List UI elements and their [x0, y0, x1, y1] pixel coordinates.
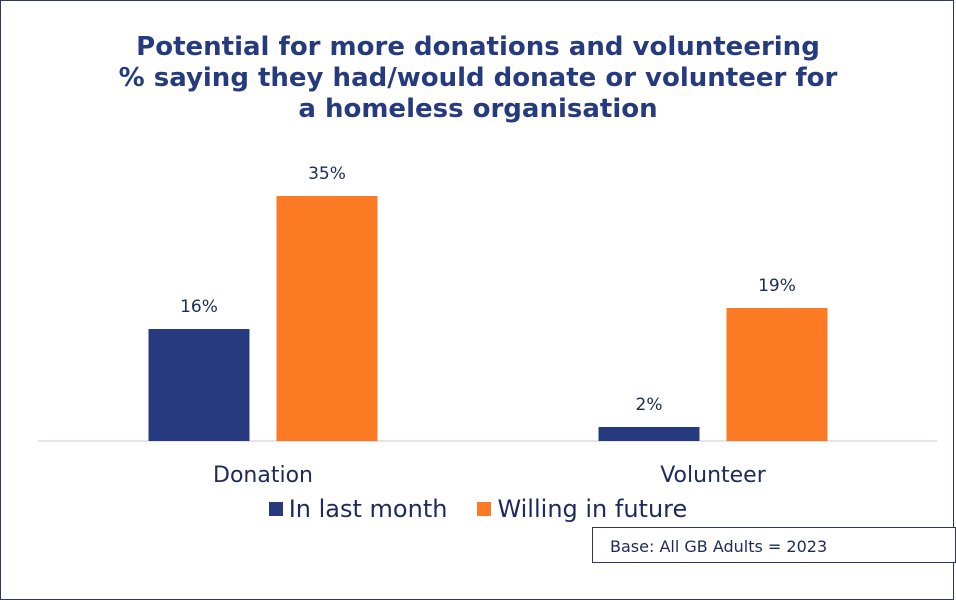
bar-donation-in-last-month	[148, 329, 250, 441]
data-label-donation-willing-in-future: 35%	[308, 164, 346, 184]
title-line-1: Potential for more donations and volunte…	[136, 32, 820, 62]
legend-label-in-last-month: In last month	[288, 495, 448, 523]
title-line-3: a homeless organisation	[298, 94, 658, 124]
data-label-donation-in-last-month: 16%	[180, 297, 218, 317]
data-label-volunteer-willing-in-future: 19%	[758, 276, 796, 296]
category-label-volunteer: Volunteer	[660, 463, 766, 488]
legend-swatch-willing-in-future	[477, 502, 492, 516]
bar-donation-willing-in-future	[276, 196, 378, 441]
chart-title: Potential for more donations and volunte…	[0, 32, 956, 125]
title-line-2: % saying they had/would donate or volunt…	[118, 63, 838, 93]
legend-item-willing-in-future: Willing in future	[477, 495, 687, 523]
legend: In last month Willing in future	[0, 495, 956, 523]
category-label-donation: Donation	[213, 463, 313, 488]
bar-volunteer-willing-in-future	[726, 308, 828, 441]
legend-item-in-last-month: In last month	[268, 495, 448, 523]
data-label-volunteer-in-last-month: 2%	[636, 395, 663, 415]
legend-swatch-in-last-month	[268, 502, 283, 516]
base-footnote: Base: All GB Adults = 2023	[592, 527, 956, 563]
bar-chart: 16% 35% Donation 2% 19% Volunteer	[38, 164, 937, 488]
legend-label-willing-in-future: Willing in future	[497, 495, 688, 523]
bar-volunteer-in-last-month	[598, 427, 700, 441]
